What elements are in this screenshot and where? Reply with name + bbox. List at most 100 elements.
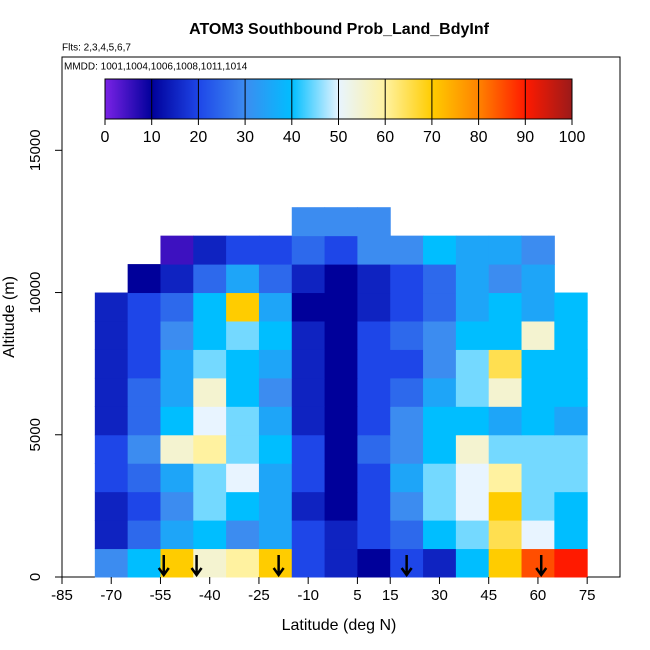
heat-cell — [160, 235, 194, 265]
colorbar-tick-label: 90 — [516, 129, 534, 146]
heat-cell — [423, 235, 457, 265]
heat-cell — [357, 235, 391, 265]
heat-cell — [94, 406, 129, 436]
heat-cell — [488, 292, 523, 322]
heat-cell — [521, 520, 555, 550]
heat-cell — [521, 491, 555, 521]
heat-cell — [193, 235, 227, 265]
heat-cell — [554, 406, 588, 436]
x-tick-label: -55 — [150, 587, 172, 604]
heat-cell — [226, 434, 260, 464]
heat-cell — [423, 434, 457, 464]
heat-cell — [291, 264, 326, 294]
heat-cell — [94, 491, 129, 521]
heat-cell — [390, 292, 424, 322]
heat-cell — [127, 377, 161, 407]
heat-cell — [488, 406, 523, 436]
heat-cell — [357, 434, 391, 464]
heat-cell — [488, 264, 523, 294]
heat-cell — [94, 463, 129, 493]
heat-cell — [521, 320, 555, 350]
colorbar-segment — [198, 79, 246, 119]
heat-cell — [521, 434, 555, 464]
heat-cell — [488, 548, 523, 578]
heat-cell — [160, 491, 194, 521]
heat-cell — [160, 434, 194, 464]
heat-cell — [127, 463, 161, 493]
x-axis-label: Latitude (deg N) — [282, 617, 397, 634]
heat-cell — [291, 491, 326, 521]
x-tick-label: -85 — [51, 587, 73, 604]
heat-cell — [488, 235, 523, 265]
colorbar-segment — [151, 79, 199, 119]
heat-cell — [193, 520, 227, 550]
heat-cell — [258, 235, 293, 265]
heat-cell — [127, 406, 161, 436]
heat-cell — [455, 406, 490, 436]
heat-cell — [258, 406, 293, 436]
heat-cell — [423, 520, 457, 550]
heat-cell — [291, 377, 326, 407]
heat-cell — [357, 292, 391, 322]
heat-cell — [324, 292, 358, 322]
heat-cell — [291, 406, 326, 436]
heat-cell — [226, 235, 260, 265]
heat-cell — [357, 264, 391, 294]
colorbar-segment — [478, 79, 526, 119]
heat-cell — [160, 463, 194, 493]
heat-cell — [324, 320, 358, 350]
heat-cell — [455, 491, 490, 521]
heat-cell — [226, 349, 260, 379]
heat-cell — [423, 463, 457, 493]
heat-cell — [554, 377, 588, 407]
colorbar-tick-label: 100 — [559, 129, 586, 146]
heat-cell — [357, 207, 391, 237]
heat-cell — [390, 235, 424, 265]
x-tick-label: -70 — [100, 587, 122, 604]
heat-cell — [423, 377, 457, 407]
marker-arrow — [190, 555, 203, 578]
heat-cell — [127, 491, 161, 521]
heat-cell — [291, 520, 326, 550]
heat-cell — [554, 491, 588, 521]
heat-cell — [488, 463, 523, 493]
heat-cell — [455, 463, 490, 493]
heat-cell — [94, 548, 129, 578]
heat-cell — [160, 349, 194, 379]
y-tick-label: 15000 — [27, 129, 44, 171]
heat-cell — [258, 320, 293, 350]
heat-cell — [521, 463, 555, 493]
colorbar-tick-label: 20 — [190, 129, 208, 146]
heat-cell — [226, 491, 260, 521]
x-tick-label: 75 — [579, 587, 596, 604]
colorbar-tick-label: 40 — [283, 129, 301, 146]
flights-note: Flts: 2,3,4,5,6,7 — [62, 43, 131, 54]
marker-arrow — [535, 555, 548, 578]
heat-cell — [554, 434, 588, 464]
heat-cell — [390, 406, 424, 436]
heat-cell — [521, 406, 555, 436]
heat-cell — [521, 377, 555, 407]
heat-cell — [291, 292, 326, 322]
heat-cell — [554, 463, 588, 493]
heat-cell — [160, 320, 194, 350]
heat-cell — [455, 548, 490, 578]
heat-cell — [226, 406, 260, 436]
heat-cell — [390, 349, 424, 379]
heat-cell — [390, 491, 424, 521]
heat-cell — [488, 491, 523, 521]
heat-cell — [390, 463, 424, 493]
heat-cell — [193, 434, 227, 464]
heat-cell — [193, 264, 227, 294]
heat-cell — [258, 463, 293, 493]
colorbar-segment — [431, 79, 480, 119]
heat-cell — [291, 349, 326, 379]
heat-cell — [291, 320, 326, 350]
heat-cell — [488, 520, 523, 550]
heat-cell — [226, 377, 260, 407]
heat-cell — [94, 434, 129, 464]
heat-cell — [357, 349, 391, 379]
heat-cell — [521, 292, 555, 322]
heat-cell — [357, 520, 391, 550]
